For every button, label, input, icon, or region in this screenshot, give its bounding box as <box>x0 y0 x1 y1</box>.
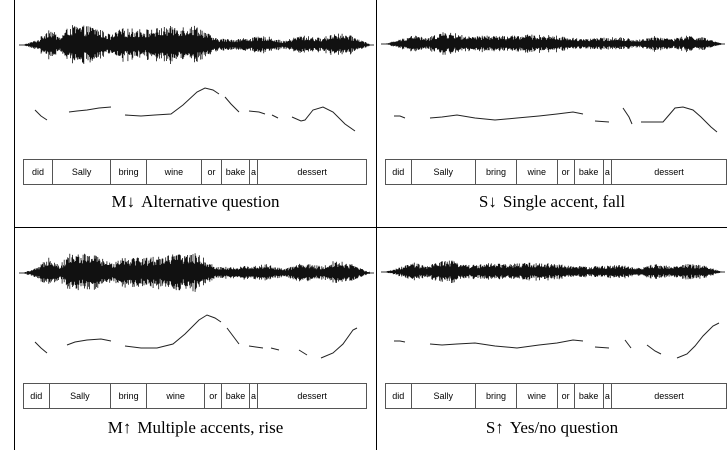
condition-code: M↓ <box>111 192 136 211</box>
word-cell: wine <box>517 384 558 408</box>
word-cell: bake <box>222 384 250 408</box>
pitch-segment <box>226 327 240 345</box>
word-cell: did <box>24 384 50 408</box>
word-cell: a <box>250 160 259 184</box>
word-cell: wine <box>147 160 202 184</box>
pitch-segment <box>594 120 610 123</box>
word-cell: a <box>604 160 613 184</box>
pitch-segment <box>271 114 279 119</box>
pitch-segment <box>248 345 264 349</box>
pitch-segment <box>622 107 633 125</box>
word-cell: dessert <box>654 167 684 177</box>
word-cell: bring <box>476 384 517 408</box>
word-cell: did <box>386 160 412 184</box>
word-cell: a <box>604 384 613 408</box>
panel-multiple-accents-rise: did Sally bring wine or bake a dessert M↑ Multip… <box>15 228 376 450</box>
pitch-segment <box>624 339 632 349</box>
pitch-segment <box>34 109 48 121</box>
panel-caption: S↓ Single accent, fall <box>377 192 727 212</box>
word-tier: did Sally bring wine or bake a dessert <box>385 159 727 185</box>
waveform <box>19 25 374 64</box>
word-cell: did <box>24 160 54 184</box>
waveform-trace <box>24 253 370 292</box>
word-cell: bring <box>111 160 148 184</box>
pitch-segment <box>641 106 718 133</box>
waveform <box>19 253 374 292</box>
waveform-trace <box>386 260 722 283</box>
pitch-contour <box>394 106 718 133</box>
pitch-segment <box>320 327 358 359</box>
word-cell: bring <box>111 384 148 408</box>
pitch-segment <box>291 106 356 132</box>
condition-code: M↑ <box>107 418 132 437</box>
word-cell: bake <box>222 160 250 184</box>
waveform-trace <box>386 32 722 55</box>
pitch-segment <box>224 96 240 113</box>
word-cell: dessert <box>297 391 327 401</box>
pitch-segment <box>270 347 280 351</box>
word-cell: did <box>386 384 412 408</box>
panel-caption: M↑ Multiple accents, rise <box>15 418 376 438</box>
pitch-segment <box>34 341 48 354</box>
word-tier: did Sally bring wine or bake a dessert <box>23 159 367 185</box>
pitch-segment <box>394 340 406 343</box>
word-cell: Sally <box>53 160 112 184</box>
word-cell: Sally <box>412 384 477 408</box>
waveform <box>381 32 725 55</box>
caption-text: Alternative question <box>141 192 280 211</box>
pitch-segment <box>124 314 222 349</box>
pitch-segment <box>248 110 266 115</box>
word-cell: or <box>202 160 223 184</box>
word-cell: or <box>558 384 575 408</box>
word-cell: wine <box>517 160 558 184</box>
word-tier: did Sally bring wine or bake a dessert <box>23 383 367 409</box>
panel-alternative-question: did Sally bring wine or bake a dessert M↓ Altern… <box>15 0 376 227</box>
caption-text: Yes/no question <box>509 418 619 437</box>
pitch-segment <box>68 106 112 113</box>
word-cell: Sally <box>412 160 477 184</box>
word-cell: or <box>558 160 575 184</box>
pitch-segment <box>124 87 220 117</box>
word-tier: did Sally bring wine or bake a dessert <box>385 383 727 409</box>
pitch-contour <box>394 322 720 359</box>
pitch-contour <box>34 314 358 359</box>
pitch-segment <box>646 344 662 355</box>
pitch-segment <box>298 349 308 356</box>
pitch-segment <box>394 115 406 119</box>
word-cell: dessert <box>297 167 327 177</box>
waveform <box>381 260 725 283</box>
pitch-segment <box>594 346 610 349</box>
word-cell: wine <box>147 384 206 408</box>
word-cell: bake <box>575 384 604 408</box>
word-cell: dessert <box>654 391 684 401</box>
grid-vertical-left <box>14 0 15 450</box>
pitch-segment <box>429 339 584 349</box>
pitch-segment <box>66 338 112 346</box>
caption-text: Multiple accents, rise <box>137 418 284 437</box>
word-cell: bring <box>476 160 517 184</box>
word-cell: Sally <box>50 384 112 408</box>
word-cell: or <box>205 384 223 408</box>
condition-code: S↑ <box>485 418 504 437</box>
pitch-segment <box>429 111 584 121</box>
grid-horizontal-middle <box>14 227 727 228</box>
waveform-trace <box>24 25 370 64</box>
panel-caption: S↑ Yes/no question <box>377 418 727 438</box>
panel-yes-no-question: did Sally bring wine or bake a dessert S↑ Yes/no… <box>377 228 727 450</box>
panel-single-accent-fall: did Sally bring wine or bake a dessert S↓ Single… <box>377 0 727 227</box>
pitch-contour <box>34 87 356 132</box>
pitch-segment <box>676 322 720 359</box>
condition-code: S↓ <box>478 192 497 211</box>
panel-caption: M↓ Alternative question <box>15 192 376 212</box>
grid-vertical-middle <box>376 0 377 450</box>
word-cell: a <box>250 384 259 408</box>
caption-text: Single accent, fall <box>502 192 626 211</box>
word-cell: bake <box>575 160 604 184</box>
